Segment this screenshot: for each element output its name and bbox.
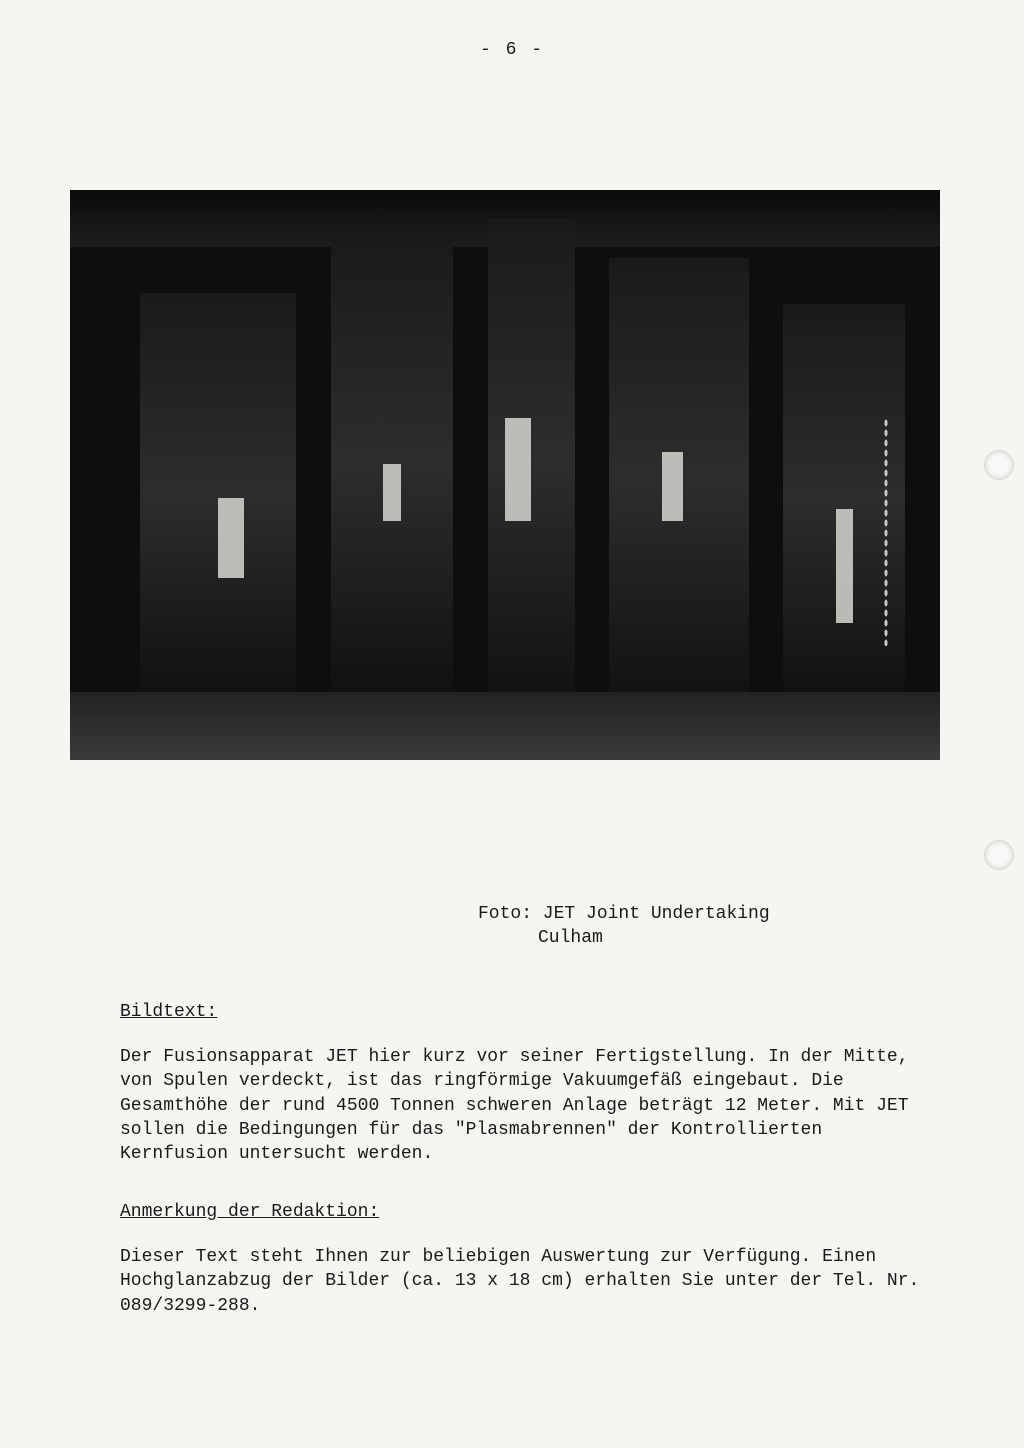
highlight-patch (662, 452, 684, 520)
photo-credit: Foto: JET Joint Undertaking Culham (478, 902, 770, 951)
highlight-patch (836, 509, 853, 623)
machinery-structure (140, 293, 297, 692)
bildtext-body: Der Fusionsapparat JET hier kurz vor sei… (120, 1045, 940, 1166)
rivet-dots (884, 418, 888, 646)
photo-placeholder (70, 190, 940, 760)
photo-credit-line1: Foto: JET Joint Undertaking (478, 904, 770, 924)
photo-floor-region (70, 692, 940, 760)
highlight-patch (383, 464, 400, 521)
anmerkung-body: Dieser Text steht Ihnen zur beliebigen A… (120, 1245, 940, 1318)
page-number: - 6 - (480, 38, 544, 62)
highlight-patch (218, 498, 244, 578)
highlight-patch (505, 418, 531, 521)
bildtext-heading: Bildtext: (120, 1000, 940, 1024)
punch-hole-icon (984, 450, 1014, 480)
machinery-structure (488, 219, 575, 704)
photo-jet-apparatus (70, 190, 940, 760)
anmerkung-heading: Anmerkung der Redaktion: (120, 1200, 940, 1224)
photo-credit-line2: Culham (538, 928, 603, 948)
punch-hole-icon (984, 840, 1014, 870)
